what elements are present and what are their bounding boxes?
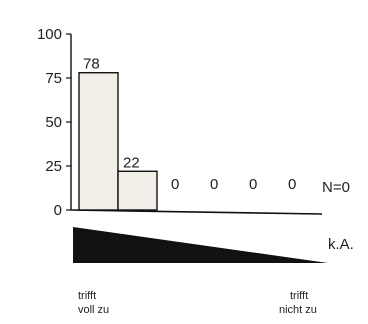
bar <box>117 170 158 211</box>
y-tick-label: 100 <box>37 26 62 43</box>
scale-right-label-line2: nicht zu <box>279 304 317 316</box>
data-label: 22 <box>123 154 140 171</box>
bars <box>78 72 158 211</box>
y-tick-label: 75 <box>45 70 62 87</box>
data-labels: 78 22 0 0 0 0 <box>83 56 296 193</box>
y-tick-label: 0 <box>54 202 62 219</box>
no-answer-label: k.A. <box>328 236 354 253</box>
y-tick-label: 25 <box>45 158 62 175</box>
data-label: 0 <box>210 176 218 193</box>
data-label: 0 <box>288 176 296 193</box>
y-tick-label: 50 <box>45 114 62 131</box>
bar <box>78 72 119 211</box>
n-label: N=0 <box>322 179 350 196</box>
scale-left-label-line1: trifft <box>78 290 96 302</box>
data-label: 0 <box>171 176 179 193</box>
data-label: 78 <box>83 56 100 73</box>
agreement-scale-wedge <box>73 227 328 263</box>
data-label: 0 <box>249 176 257 193</box>
scale-left-label-line2: voll zu <box>78 304 109 316</box>
scale-right-label-line1: trifft <box>290 290 308 302</box>
